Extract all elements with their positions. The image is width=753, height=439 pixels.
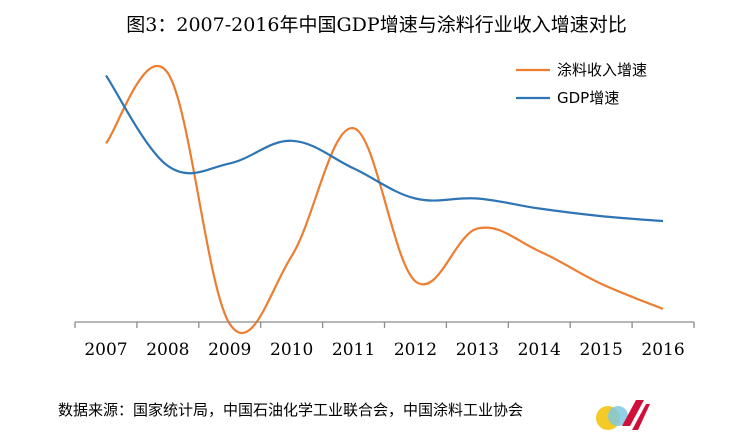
series-layer — [105, 64, 664, 334]
x-axis: 2007 2008 2009 2010 2011 2012 2013 2014 2015 2016 — [74, 321, 695, 360]
series-line-1 — [105, 64, 664, 334]
legend: 涂料收入增速 GDP增速 — [516, 61, 647, 107]
legend-label: GDP增速 — [557, 89, 619, 107]
x-tick-label: 2007 — [84, 340, 127, 360]
series-line-2 — [105, 74, 664, 223]
x-tick-label: 2014 — [518, 340, 561, 360]
ca-logo-icon — [596, 400, 650, 430]
chart-title: 图3：2007-2016年中国GDP增速与涂料行业收入增速对比 — [126, 14, 627, 36]
x-tick-label: 2016 — [641, 340, 684, 360]
x-tick-label: 2011 — [332, 340, 375, 360]
x-tick-label: 2010 — [270, 340, 313, 360]
source-note: 数据来源：国家统计局，中国石油化学工业联合会，中国涂料工业协会 — [58, 401, 524, 419]
x-tick-label: 2009 — [208, 340, 251, 360]
legend-label: 涂料收入增速 — [557, 61, 647, 79]
x-tick-label: 2013 — [456, 340, 499, 360]
x-tick-label: 2015 — [580, 340, 623, 360]
x-tick-label: 2008 — [146, 340, 189, 360]
x-tick-label: 2012 — [394, 340, 437, 360]
